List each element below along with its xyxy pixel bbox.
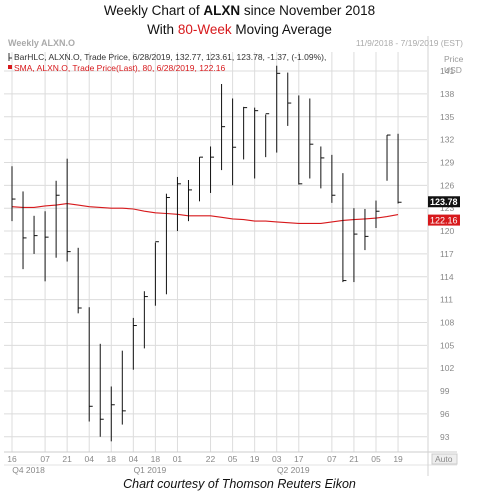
x-tick-label: 05: [371, 454, 381, 464]
x-tick-label: 04: [129, 454, 139, 464]
x-tick-label: 07: [40, 454, 50, 464]
y-tick-label: 117: [440, 249, 454, 259]
auto-button-box: [431, 453, 458, 465]
last-price-tag-box: [428, 196, 460, 208]
x-tick-label: 05: [228, 454, 238, 464]
y-tick-label: 132: [440, 135, 454, 145]
sma-tag: 122.16: [430, 216, 458, 226]
y-tick-label: 102: [440, 363, 454, 373]
x-tick-label: 18: [151, 454, 161, 464]
x-tick-label: 07: [327, 454, 337, 464]
sma-line: [11, 203, 399, 224]
last-price-tag: 123.78: [430, 197, 458, 207]
y-tick-label: 129: [440, 157, 454, 167]
y-tick-label: 99: [440, 386, 450, 396]
title-ticker: ALXN: [203, 3, 241, 18]
y-tick-label: 138: [440, 89, 454, 99]
x-quarter-label: Q4 2018: [12, 465, 45, 475]
legend-barhlc: BarHLC, ALXN.O, Trade Price, 6/28/2019, …: [14, 52, 326, 62]
axis-unit-label: Price: [444, 54, 464, 64]
x-tick-label: 21: [62, 454, 72, 464]
chart-header-left: Weekly ALXN.O: [8, 38, 75, 48]
y-tick-label: 141: [440, 66, 454, 76]
y-tick-label: 123: [440, 203, 454, 213]
x-tick-label: 19: [250, 454, 260, 464]
y-tick-label: 93: [440, 432, 450, 442]
y-tick-label: 96: [440, 409, 450, 419]
subtitle-prefix: With: [147, 22, 178, 37]
x-quarter-label: Q2 2019: [277, 465, 310, 475]
x-tick-label: 16: [7, 454, 17, 464]
subtitle-highlight: 80-Week: [177, 22, 232, 37]
subtitle-suffix: Moving Average: [231, 22, 332, 37]
legend-sma-icon: [8, 65, 12, 69]
title-suffix: since November 2018: [240, 3, 376, 18]
sma-tag-box: [428, 214, 460, 226]
x-tick-label: 17: [294, 454, 304, 464]
y-tick-label: 111: [440, 295, 453, 305]
x-tick-label: 18: [107, 454, 117, 464]
x-tick-label: 03: [272, 454, 282, 464]
x-tick-label: 01: [173, 454, 183, 464]
price-chart: 93 96 99 102 105 108 111 114 117 120 123 126 129 132 1…: [4, 36, 464, 476]
title-prefix: Weekly Chart of: [103, 3, 204, 18]
x-quarter-label: Q1 2019: [134, 465, 167, 475]
chart-caption: Chart courtesy of Thomson Reuters Eikon: [123, 477, 356, 491]
y-tick-label: 126: [440, 180, 454, 190]
y-tick-label: 135: [440, 112, 454, 122]
x-tick-label: 19: [393, 454, 403, 464]
auto-button: Auto: [435, 454, 453, 464]
y-tick-label: 120: [440, 226, 454, 236]
chart-title-line-2: With 80-Week Moving Average: [0, 22, 479, 37]
y-tick-label: 105: [440, 340, 454, 350]
y-tick-label: 108: [440, 317, 454, 327]
x-tick-label: 04: [84, 454, 94, 464]
y-tick-label: 114: [440, 272, 454, 282]
chart-title-line-1: Weekly Chart of ALXN since November 2018: [0, 3, 479, 18]
x-tick-label: 21: [349, 454, 359, 464]
axis-unit-label: USD: [444, 65, 462, 75]
legend-sma: SMA, ALXN.O, Trade Price(Last), 80, 6/28…: [14, 63, 225, 73]
chart-header-right: 11/9/2018 - 7/19/2019 (EST): [356, 38, 463, 48]
x-tick-label: 22: [206, 454, 216, 464]
